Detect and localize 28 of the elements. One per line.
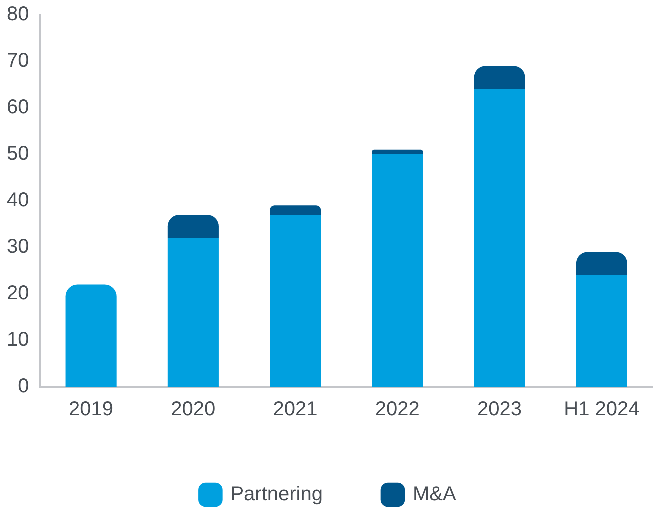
bar [372,154,424,387]
x-tick-label: 2019 [69,398,114,421]
x-tick-label: 2020 [171,398,216,421]
bar [270,206,322,215]
y-tick-label: 70 [6,50,30,72]
y-tick-label: 0 [18,376,30,398]
y-tick-label: 40 [6,190,30,212]
x-tick-label: 2021 [273,398,318,421]
x-tick-label: 2022 [375,398,420,421]
bar [372,150,424,154]
y-tick-label: 20 [6,282,30,305]
bar [576,252,628,276]
x-tick-label: H1 2024 [564,398,640,421]
y-tick-label: 60 [6,96,30,119]
bar [474,89,526,387]
bar [474,66,526,90]
y-tick-label: 50 [6,143,30,166]
y-tick-label: 10 [6,329,30,352]
bar [168,238,219,387]
y-tick-label: 30 [6,236,30,258]
legend-label: M&A [412,484,457,506]
x-tick-label: 2023 [478,398,522,421]
y-tick-label: 80 [6,4,30,26]
legend-label: Partnering [230,484,323,506]
bar [576,275,628,387]
bar [270,214,322,387]
bar [168,214,219,238]
bar [66,284,117,387]
